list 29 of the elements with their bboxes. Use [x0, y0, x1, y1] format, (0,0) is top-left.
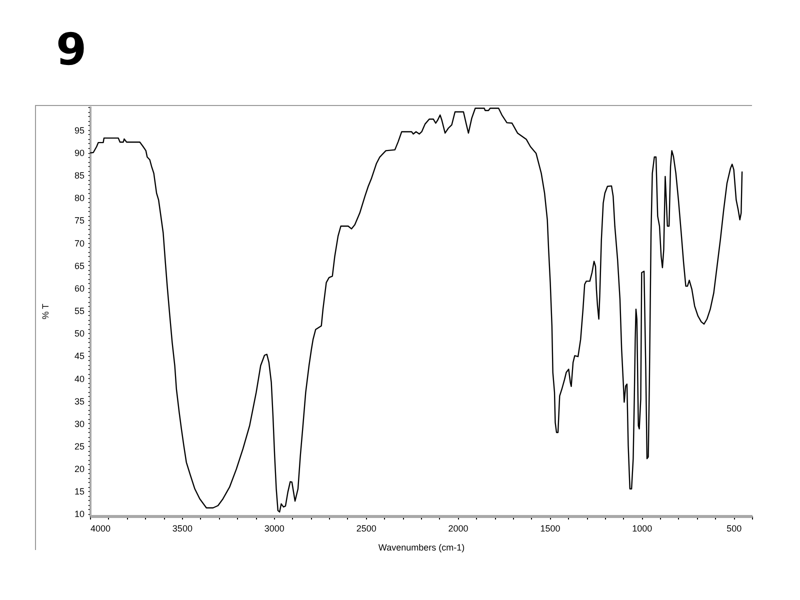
- y-tick-label: 95: [74, 125, 84, 136]
- x-tick-label: 1500: [540, 524, 560, 534]
- x-tick-label: 1000: [632, 524, 652, 534]
- chart-title: 9: [56, 24, 87, 76]
- x-tick-label: 4000: [90, 524, 111, 534]
- y-tick-label: 55: [74, 306, 84, 316]
- y-axis-title: % T: [40, 303, 50, 320]
- y-tick-label: 60: [74, 283, 84, 294]
- x-axis-title: Wavenumbers (cm-1): [378, 542, 465, 552]
- y-tick-label: 80: [74, 193, 84, 204]
- y-tick-label: 70: [74, 238, 84, 248]
- y-tick-label: 90: [74, 148, 84, 158]
- x-tick-label: 500: [726, 524, 742, 534]
- y-tick-label: 25: [74, 442, 84, 452]
- y-tick-label: 40: [74, 374, 84, 384]
- x-tick-label: 2000: [448, 524, 468, 534]
- y-tick-label: 65: [74, 260, 84, 271]
- x-tick-label: 3500: [172, 524, 192, 534]
- y-tick-label: 20: [74, 464, 84, 474]
- y-tick-label: 10: [74, 509, 84, 520]
- y-tick-label: 35: [74, 396, 84, 406]
- y-tick-label: 85: [74, 170, 84, 181]
- y-tick-label: 45: [74, 351, 84, 362]
- x-tick-label: 3000: [264, 524, 284, 534]
- y-tick-label: 30: [74, 418, 84, 429]
- x-tick-label: 2500: [356, 524, 376, 534]
- y-tick-label: 15: [74, 486, 84, 497]
- y-tick-label: 50: [74, 328, 84, 339]
- y-tick-label: 75: [74, 216, 84, 226]
